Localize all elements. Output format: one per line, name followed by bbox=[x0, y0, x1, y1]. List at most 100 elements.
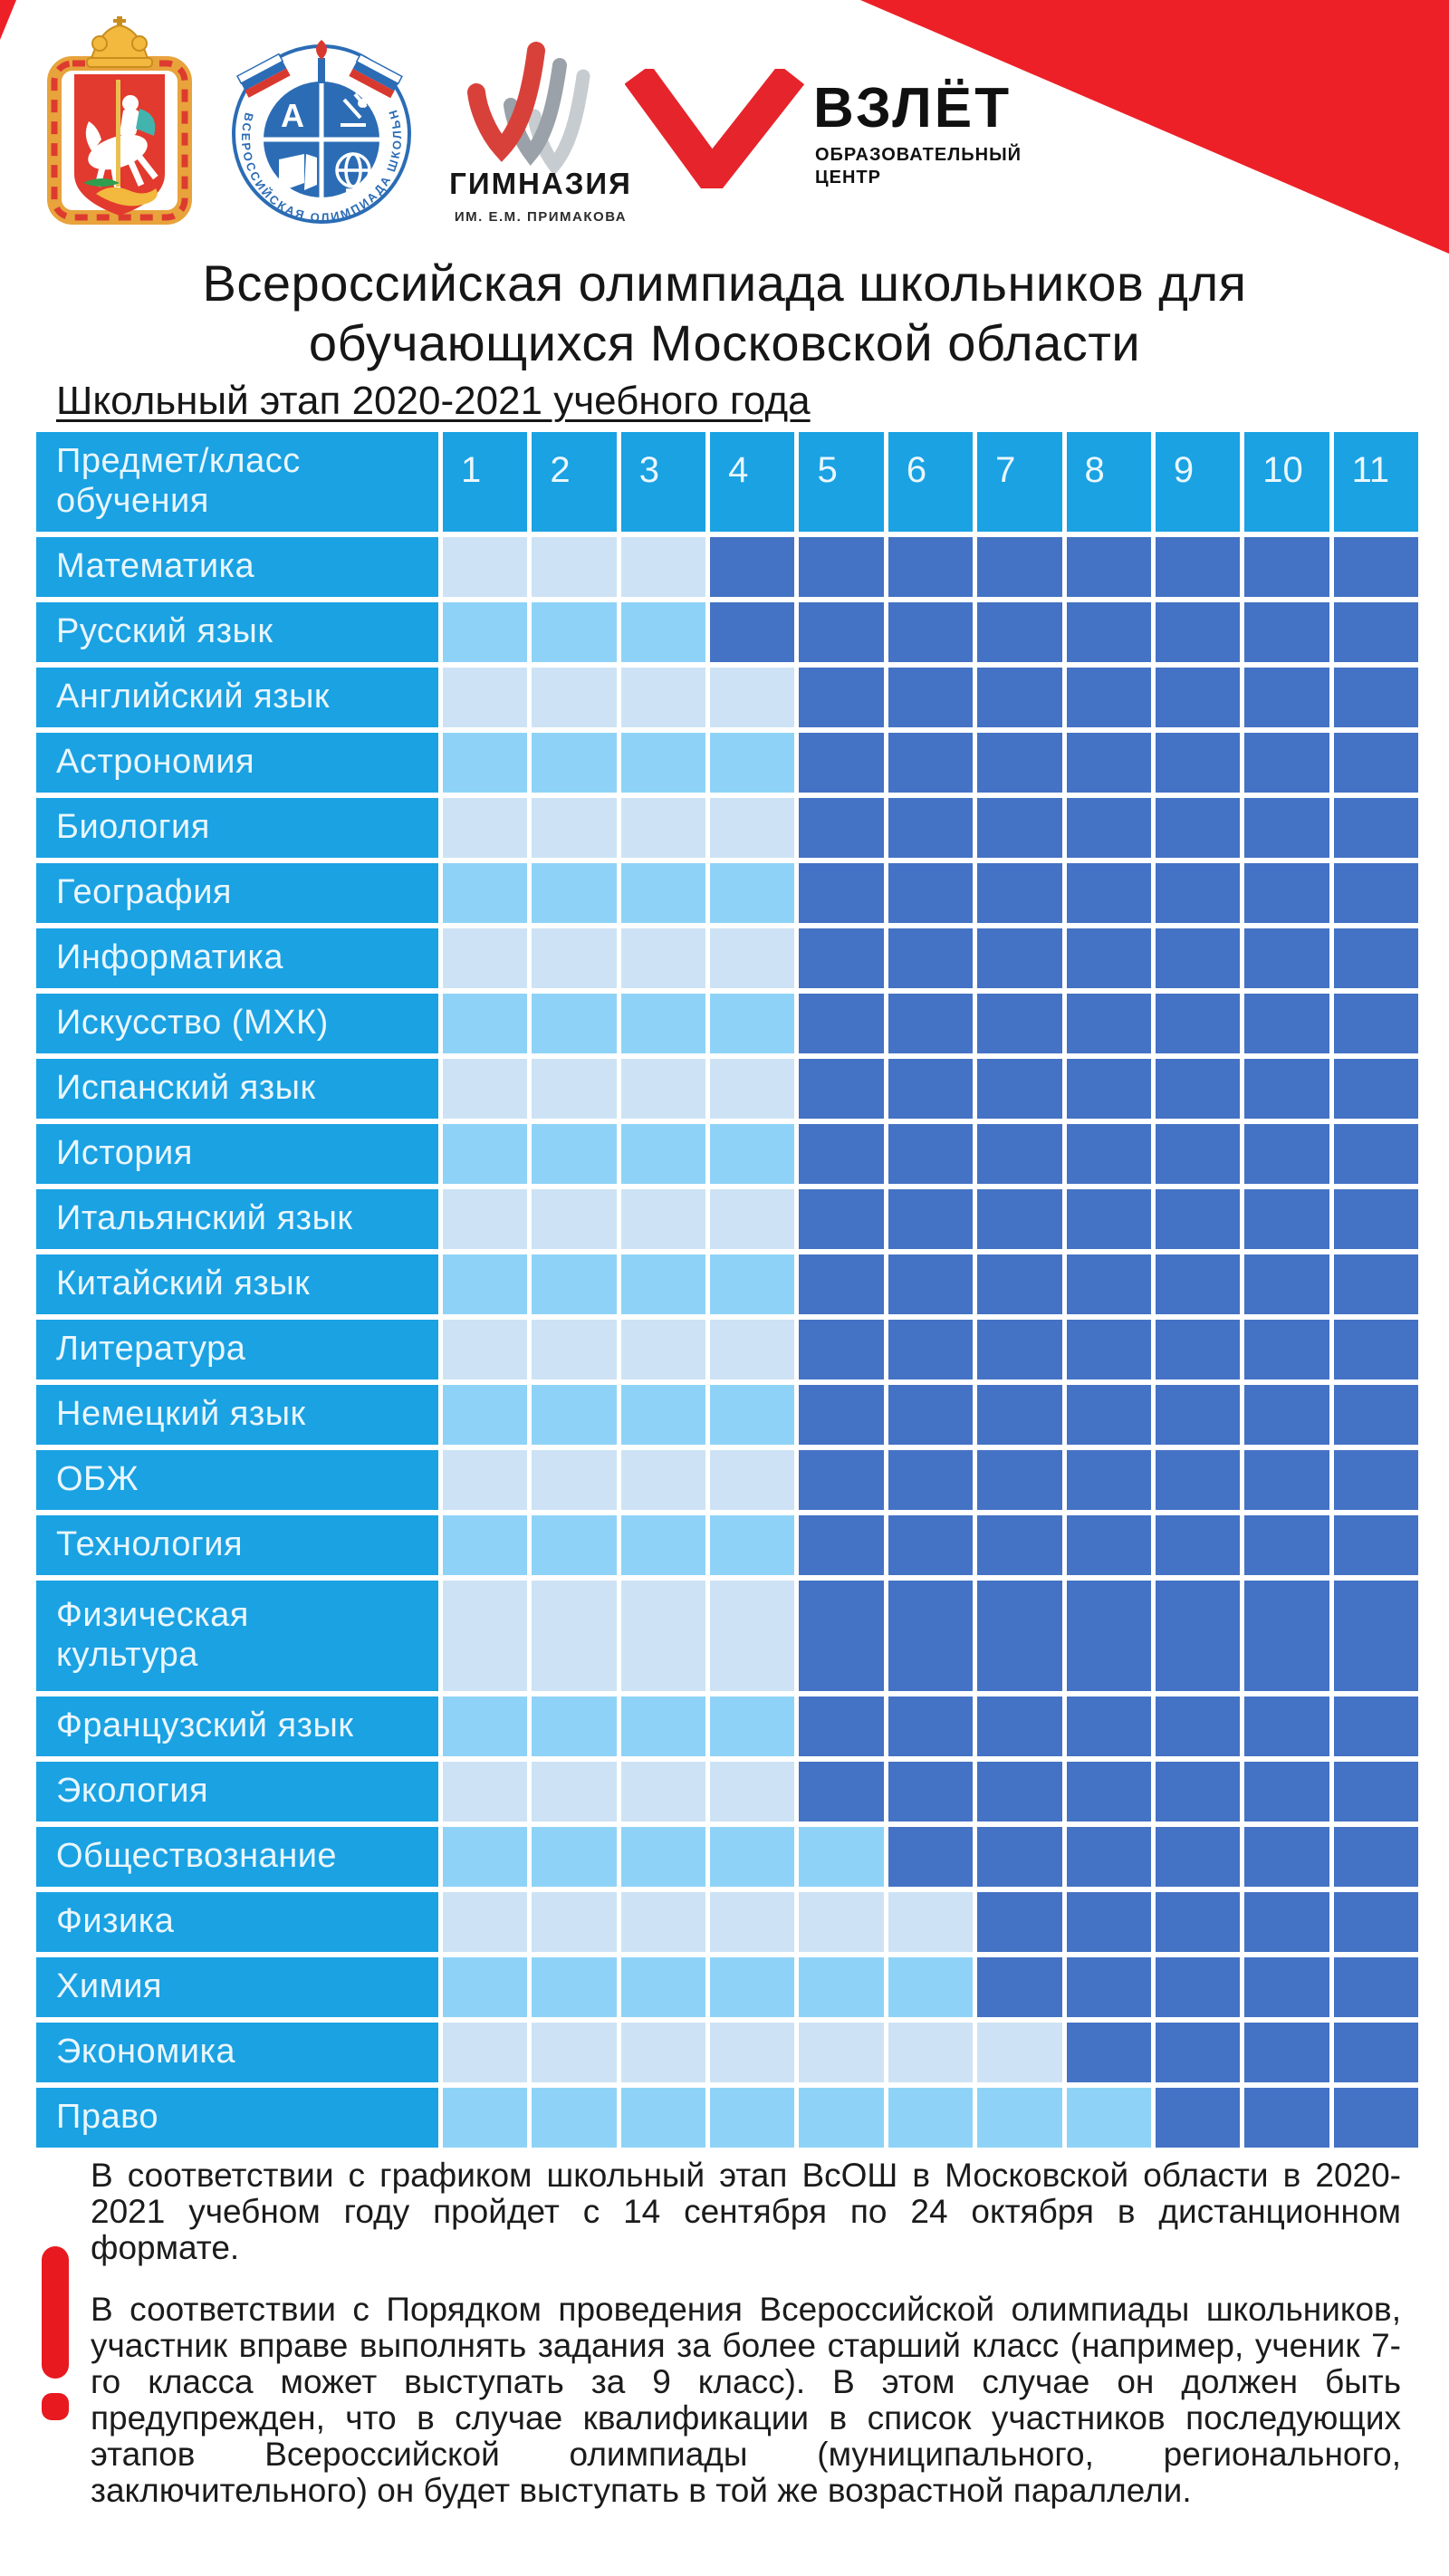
grade-cell bbox=[977, 994, 1062, 1053]
grade-cell bbox=[799, 1124, 884, 1184]
grade-cell bbox=[710, 2088, 795, 2148]
grade-cell bbox=[799, 2023, 884, 2082]
subject-cell: Английский язык bbox=[36, 668, 438, 727]
vzlet-subtitle-line1: ОБРАЗОВАТЕЛЬНЫЙ bbox=[815, 143, 1022, 165]
grade-cell bbox=[888, 863, 974, 923]
grade-cell bbox=[710, 2023, 795, 2082]
subject-row: Химия bbox=[36, 1957, 1418, 2017]
grade-header-cell: 8 bbox=[1066, 432, 1151, 532]
grade-cell bbox=[710, 1189, 795, 1249]
grade-cell bbox=[620, 2088, 706, 2148]
grade-cell bbox=[1244, 1515, 1329, 1575]
subject-label: Обществознание bbox=[56, 1837, 338, 1876]
grade-cell bbox=[1155, 1254, 1241, 1314]
subject-cell: Физика bbox=[36, 1892, 438, 1952]
subject-row: Английский язык bbox=[36, 668, 1418, 727]
grade-cell bbox=[710, 1124, 795, 1184]
grade-cell bbox=[1155, 1762, 1241, 1821]
grade-cell bbox=[977, 928, 1062, 988]
subject-label: Право bbox=[56, 2098, 158, 2137]
grade-cell bbox=[977, 1320, 1062, 1379]
grade-cell bbox=[888, 928, 974, 988]
grade-header-number: 8 bbox=[1084, 450, 1105, 490]
grade-cell bbox=[710, 863, 795, 923]
grade-cell bbox=[1333, 1124, 1418, 1184]
grade-cell bbox=[1244, 1827, 1329, 1887]
grade-header-number: 10 bbox=[1262, 450, 1303, 490]
grade-cell bbox=[1155, 668, 1241, 727]
grade-cell bbox=[1333, 2023, 1418, 2082]
page-title-line1: Всероссийская олимпиада школьников для bbox=[202, 255, 1247, 312]
grade-cell bbox=[443, 1762, 528, 1821]
subject-row: Право bbox=[36, 2088, 1418, 2148]
grade-cell bbox=[620, 1254, 706, 1314]
subject-row: Литература bbox=[36, 1320, 1418, 1379]
grade-cell bbox=[977, 1957, 1062, 2017]
subject-cell: Математика bbox=[36, 537, 438, 597]
grade-cell bbox=[1333, 928, 1418, 988]
grade-cell bbox=[888, 1189, 974, 1249]
subject-row: Физическая культура bbox=[36, 1581, 1418, 1691]
grade-header-number: 5 bbox=[817, 450, 838, 490]
grade-header-number: 3 bbox=[638, 450, 659, 490]
grade-cell bbox=[620, 2023, 706, 2082]
vzlet-subtitle-line2: ЦЕНТР bbox=[815, 168, 881, 187]
grade-cell bbox=[1244, 1189, 1329, 1249]
grade-cell bbox=[977, 798, 1062, 858]
grade-cell bbox=[710, 1515, 795, 1575]
grade-cell bbox=[532, 537, 617, 597]
subject-label: Физика bbox=[56, 1902, 175, 1941]
subject-row: Физика bbox=[36, 1892, 1418, 1952]
grade-cell bbox=[443, 1892, 528, 1952]
grade-cell bbox=[710, 1827, 795, 1887]
grade-cell bbox=[443, 537, 528, 597]
grade-cell bbox=[1066, 1059, 1151, 1119]
subject-row: Информатика bbox=[36, 928, 1418, 988]
grade-cell bbox=[620, 928, 706, 988]
subject-cell: Китайский язык bbox=[36, 1254, 438, 1314]
grade-header-cell: 11 bbox=[1333, 432, 1418, 532]
grade-cell bbox=[710, 798, 795, 858]
grade-cell bbox=[1244, 2088, 1329, 2148]
grade-cell bbox=[443, 2023, 528, 2082]
grade-cell bbox=[1155, 1827, 1241, 1887]
grade-cell bbox=[620, 1697, 706, 1756]
grade-cell bbox=[888, 1320, 974, 1379]
subject-cell: Технология bbox=[36, 1515, 438, 1575]
subject-row: Русский язык bbox=[36, 602, 1418, 662]
grade-cell bbox=[620, 1827, 706, 1887]
note-paragraph-1: В соответствии с графиком школьный этап … bbox=[91, 2157, 1401, 2266]
grade-cell bbox=[1066, 1762, 1151, 1821]
grade-cell bbox=[799, 1254, 884, 1314]
grade-cell bbox=[443, 1581, 528, 1691]
grade-cell bbox=[1244, 733, 1329, 793]
vsosh-emblem-logo: ВСЕРОССИЙСКАЯ ОЛИМПИАДА ШКОЛЬНИКОВ А bbox=[223, 13, 415, 232]
microscope-icon bbox=[341, 92, 368, 127]
page-title: Всероссийская олимпиада школьников для о… bbox=[0, 254, 1449, 373]
grade-cell bbox=[710, 733, 795, 793]
grade-cell bbox=[443, 1320, 528, 1379]
grade-cell bbox=[443, 1254, 528, 1314]
grade-cell bbox=[1333, 668, 1418, 727]
grade-cell bbox=[710, 928, 795, 988]
grade-cell bbox=[1066, 1957, 1151, 2017]
grade-cell bbox=[888, 1827, 974, 1887]
grade-cell bbox=[443, 602, 528, 662]
subject-cell: Астрономия bbox=[36, 733, 438, 793]
grade-cell bbox=[977, 733, 1062, 793]
grade-cell bbox=[888, 798, 974, 858]
grade-cell bbox=[1244, 928, 1329, 988]
grade-cell bbox=[620, 1762, 706, 1821]
subject-row: География bbox=[36, 863, 1418, 923]
grade-cell bbox=[620, 1957, 706, 2017]
notes: В соответствии с графиком школьный этап … bbox=[91, 2158, 1401, 2509]
subject-label: Математика bbox=[56, 547, 255, 586]
grade-cell bbox=[1066, 1254, 1151, 1314]
grade-cell bbox=[1333, 1320, 1418, 1379]
subject-cell: Испанский язык bbox=[36, 1059, 438, 1119]
grade-cell bbox=[1244, 1581, 1329, 1691]
grade-cell bbox=[977, 1450, 1062, 1510]
subject-row: Искусство (МХК) bbox=[36, 994, 1418, 1053]
grade-header-cell: 3 bbox=[620, 432, 706, 532]
grade-cell bbox=[1066, 668, 1151, 727]
